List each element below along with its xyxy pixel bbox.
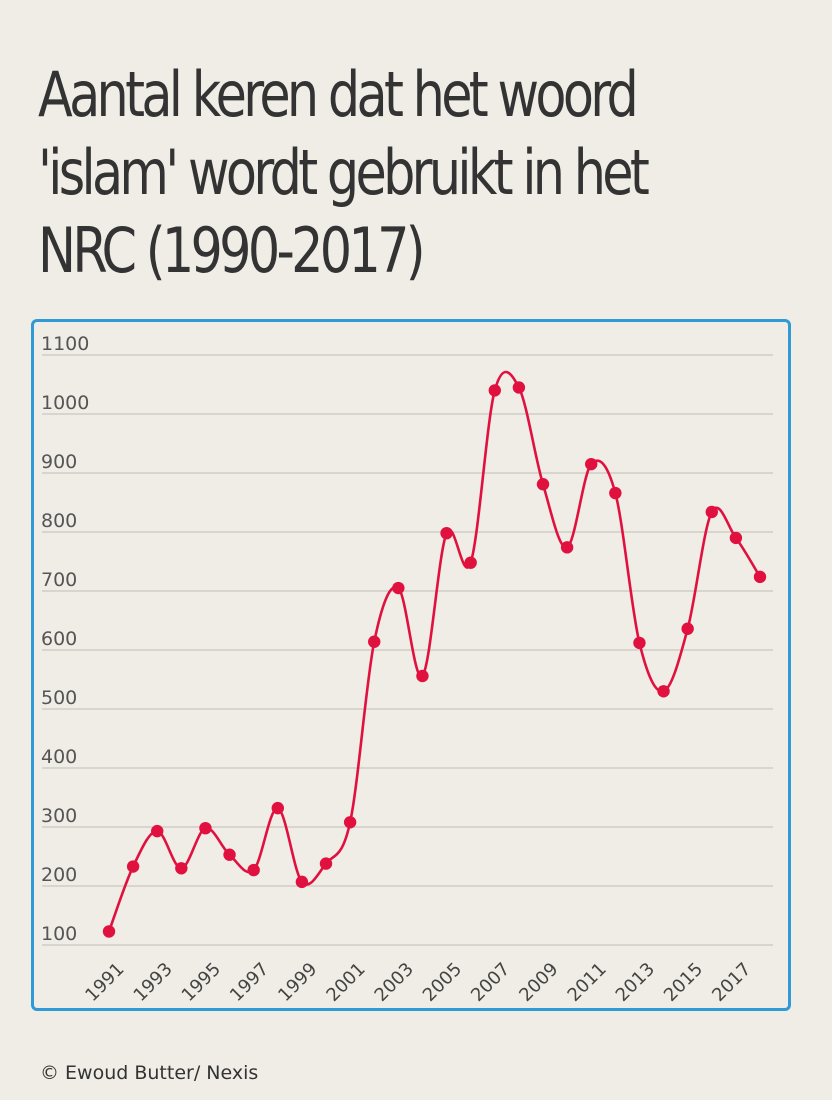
x-tick-label: 1991	[81, 959, 128, 1006]
line-chart: 100 200 300 400 500 600 700 800 900 1000 1100 1991…	[41, 333, 773, 1006]
y-tick-label: 800	[41, 510, 77, 532]
y-tick-label: 300	[41, 805, 77, 827]
data-point	[488, 384, 501, 397]
x-tick-label: 2015	[660, 959, 707, 1006]
y-tick-label: 600	[41, 628, 77, 650]
gridlines	[42, 354, 773, 946]
y-tick-label: 900	[41, 451, 77, 473]
data-point	[585, 457, 598, 471]
data-point	[657, 685, 670, 698]
x-tick-label: 2007	[467, 959, 514, 1006]
x-tick-label: 2011	[564, 959, 611, 1006]
data-point	[368, 635, 381, 648]
y-tick-label: 500	[41, 687, 77, 709]
data-point	[560, 541, 574, 554]
y-tick-label: 700	[41, 569, 77, 591]
y-tick-label: 200	[41, 864, 77, 886]
data-point	[729, 531, 743, 545]
x-tick-label: 2003	[371, 959, 418, 1006]
y-tick-label: 1100	[41, 333, 89, 355]
data-point	[223, 848, 236, 861]
data-point	[416, 669, 429, 683]
x-tick-label: 2017	[708, 959, 755, 1006]
x-axis-ticks: 1991 1993 1995 1997 1999 2001 2003 2005 2007 2009…	[81, 959, 755, 1006]
data-point	[247, 863, 260, 877]
y-tick-label: 100	[41, 923, 77, 945]
chart-frame: 100 200 300 400 500 600 700 800 900 1000 1100 1991…	[31, 319, 791, 1011]
data-point	[753, 570, 767, 584]
x-tick-label: 1997	[226, 959, 273, 1006]
data-point	[271, 801, 284, 815]
data-point	[295, 875, 309, 889]
y-tick-label: 1000	[41, 392, 89, 414]
series-line	[107, 370, 762, 932]
x-tick-label: 1999	[274, 959, 321, 1006]
data-point	[392, 581, 405, 595]
data-points	[102, 381, 767, 938]
x-tick-label: 2009	[515, 959, 562, 1006]
data-point	[343, 816, 357, 829]
x-tick-label: 1995	[178, 959, 225, 1006]
y-axis-ticks: 100 200 300 400 500 600 700 800 900 1000 1100	[41, 333, 89, 945]
data-point	[175, 862, 188, 875]
data-point	[319, 857, 333, 870]
data-point	[151, 824, 164, 838]
source-credit: © Ewoud Butter/ Nexis	[40, 1062, 259, 1084]
chart-title: Aantal keren dat het woord 'islam' wordt…	[38, 58, 650, 287]
y-tick-label: 400	[41, 746, 77, 768]
data-point	[633, 636, 646, 650]
data-point	[681, 622, 694, 635]
x-tick-label: 2001	[322, 959, 369, 1006]
x-tick-label: 2013	[612, 959, 659, 1006]
data-point	[705, 505, 718, 519]
data-point	[199, 821, 212, 835]
data-point	[609, 486, 622, 500]
data-point	[102, 925, 116, 938]
data-point	[440, 526, 453, 540]
data-point	[512, 381, 526, 394]
data-point	[536, 478, 550, 491]
data-point	[464, 556, 477, 569]
x-tick-label: 2005	[419, 959, 466, 1006]
x-tick-label: 1993	[130, 959, 177, 1006]
data-point	[126, 860, 140, 873]
